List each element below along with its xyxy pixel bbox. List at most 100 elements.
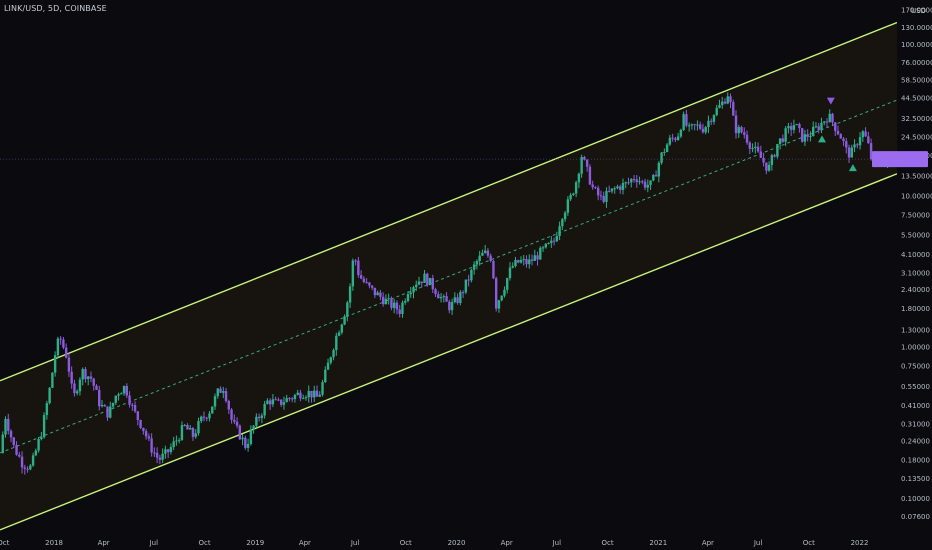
candle[interactable] [84, 366, 87, 383]
candle[interactable] [610, 188, 614, 194]
candle[interactable] [811, 121, 815, 137]
candle[interactable] [674, 136, 677, 143]
candle[interactable] [464, 279, 468, 295]
candle[interactable] [831, 112, 834, 127]
candle[interactable] [839, 133, 842, 139]
candle[interactable] [155, 447, 159, 464]
candle[interactable] [448, 299, 451, 314]
candle[interactable] [415, 280, 418, 292]
candle[interactable] [194, 429, 197, 439]
candle[interactable] [867, 131, 870, 144]
candle[interactable] [759, 145, 763, 159]
candle[interactable] [337, 330, 341, 337]
candle[interactable] [241, 434, 244, 446]
candle[interactable] [200, 415, 203, 424]
candle[interactable] [558, 221, 561, 241]
candle[interactable] [657, 161, 661, 183]
candle[interactable] [792, 119, 796, 134]
candle[interactable] [106, 406, 109, 421]
candle[interactable] [781, 134, 785, 143]
candle[interactable] [539, 246, 542, 260]
candle[interactable] [233, 414, 236, 425]
candle[interactable] [177, 437, 181, 444]
candle[interactable] [392, 298, 396, 314]
candle[interactable] [313, 385, 316, 402]
candle[interactable] [12, 436, 15, 449]
candle[interactable] [845, 137, 848, 154]
candle[interactable] [161, 448, 164, 464]
candle[interactable] [67, 353, 71, 377]
candle[interactable] [340, 323, 344, 335]
candle[interactable] [770, 153, 774, 171]
candle[interactable] [304, 395, 308, 401]
candle[interactable] [748, 141, 751, 154]
candle[interactable] [23, 464, 27, 475]
candle[interactable] [266, 398, 269, 405]
candle[interactable] [40, 431, 43, 441]
candle[interactable] [315, 385, 319, 397]
channel-upper-line[interactable] [0, 21, 897, 382]
candle[interactable] [4, 416, 7, 438]
candle[interactable] [166, 448, 170, 459]
candle[interactable] [15, 441, 18, 456]
candle[interactable] [649, 180, 652, 190]
candle[interactable] [525, 255, 528, 268]
candle[interactable] [216, 388, 219, 399]
candle[interactable] [646, 179, 650, 193]
candle[interactable] [718, 99, 721, 109]
candle[interactable] [856, 142, 859, 149]
candle[interactable] [555, 231, 559, 243]
candle[interactable] [588, 164, 592, 186]
candle[interactable] [78, 377, 82, 396]
candle[interactable] [230, 408, 233, 424]
candle[interactable] [475, 259, 479, 270]
candle[interactable] [676, 132, 680, 141]
candle[interactable] [381, 292, 385, 307]
candle[interactable] [776, 143, 779, 159]
candle[interactable] [696, 120, 699, 131]
candle[interactable] [834, 122, 837, 136]
candle[interactable] [34, 448, 38, 457]
candle[interactable] [459, 290, 462, 306]
candle[interactable] [800, 127, 804, 143]
candle[interactable] [506, 277, 509, 294]
candle[interactable] [263, 400, 266, 419]
candle[interactable] [591, 180, 594, 190]
candle[interactable] [125, 383, 129, 399]
candle[interactable] [324, 366, 327, 383]
candle[interactable] [621, 178, 625, 195]
channel-lower-line[interactable] [0, 173, 897, 531]
candle[interactable] [51, 372, 54, 389]
candle[interactable] [514, 256, 517, 268]
candle[interactable] [679, 128, 683, 139]
candle[interactable] [373, 287, 377, 298]
candle[interactable] [561, 218, 564, 230]
candle[interactable] [9, 429, 13, 443]
candle[interactable] [594, 186, 597, 190]
candle[interactable] [572, 192, 575, 196]
candle[interactable] [828, 109, 831, 123]
candle[interactable] [743, 127, 746, 139]
candle[interactable] [687, 122, 691, 132]
candle[interactable] [519, 256, 523, 264]
candle[interactable] [153, 447, 156, 457]
candle[interactable] [500, 295, 503, 302]
candle[interactable] [62, 337, 65, 350]
candle[interactable] [291, 397, 294, 403]
candle[interactable] [120, 392, 123, 395]
candle[interactable] [202, 411, 206, 422]
candle[interactable] [404, 298, 407, 305]
candle[interactable] [189, 425, 192, 430]
candle[interactable] [577, 172, 581, 189]
candle[interactable] [252, 425, 255, 434]
candle[interactable] [550, 236, 553, 248]
candle[interactable] [164, 445, 167, 459]
candle[interactable] [439, 292, 443, 303]
candle[interactable] [820, 117, 823, 134]
candle[interactable] [53, 351, 57, 377]
candle[interactable] [56, 336, 60, 358]
current-price-marker[interactable] [872, 151, 928, 168]
candle[interactable] [773, 153, 776, 158]
candle[interactable] [191, 426, 195, 441]
candle[interactable] [109, 401, 112, 419]
